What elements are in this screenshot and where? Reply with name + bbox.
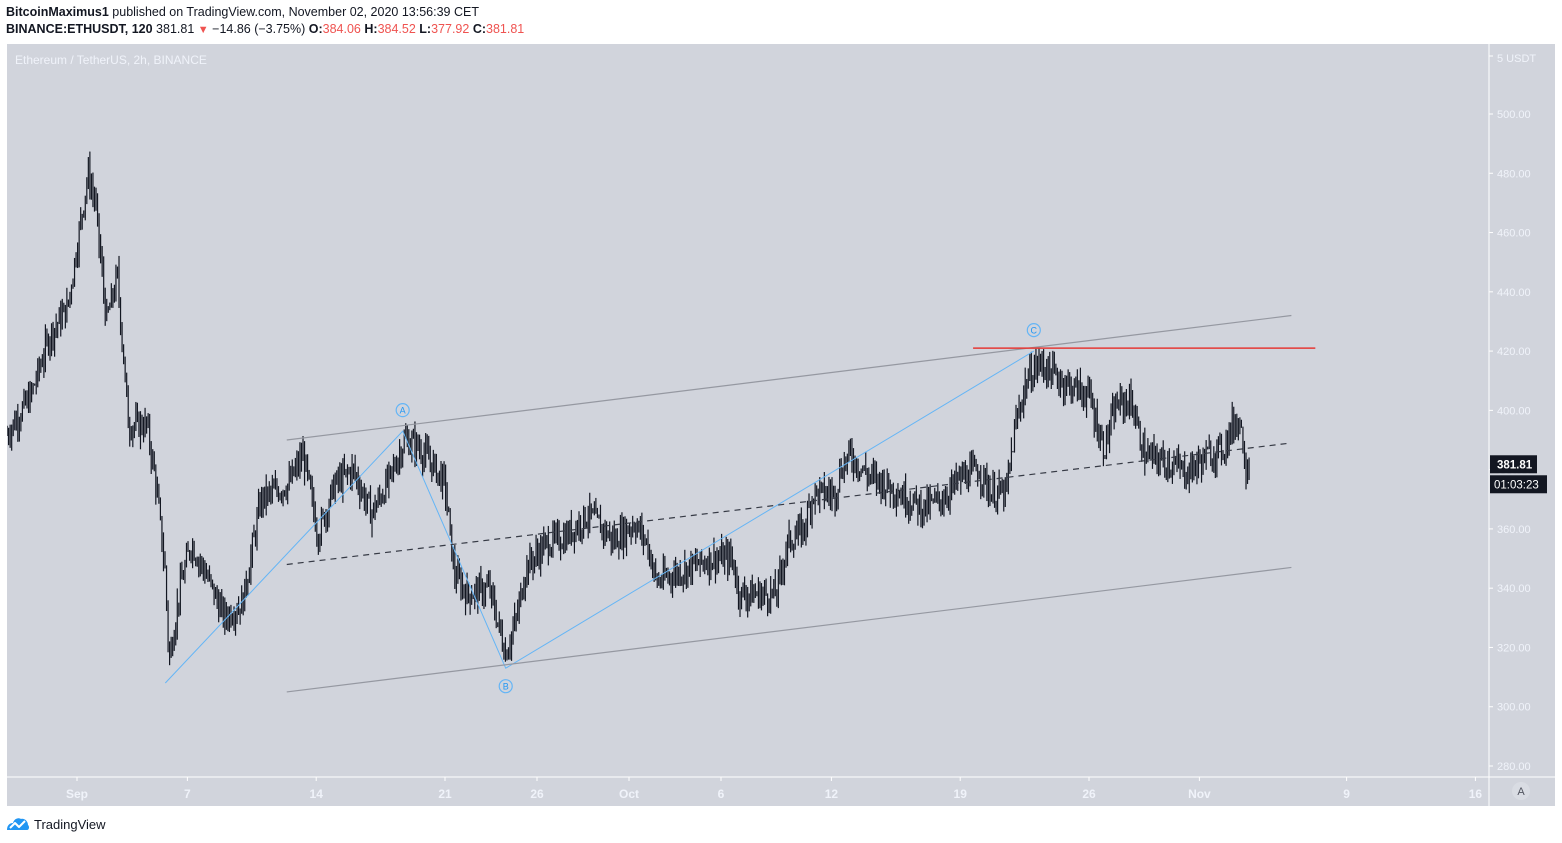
time-tick-label: 12 xyxy=(825,787,839,801)
price-tick-label: 360.00 xyxy=(1497,524,1531,536)
time-tick-label: 26 xyxy=(1082,787,1096,801)
symbol-label: BINANCE:ETHUSDT, 120 xyxy=(6,22,153,36)
footer-brand-label: TradingView xyxy=(34,816,106,832)
price-tick-label: 440.00 xyxy=(1497,287,1531,299)
auto-scale-label[interactable]: A xyxy=(1517,786,1525,798)
channel-midline[interactable] xyxy=(286,442,1292,566)
price-tick-label: 480.00 xyxy=(1497,168,1531,180)
time-tick-label: 9 xyxy=(1343,787,1350,801)
footer-brand[interactable]: TradingView xyxy=(6,816,106,832)
last-price-tag-label: 381.81 xyxy=(1497,459,1533,471)
auto-scale-button[interactable] xyxy=(1512,782,1530,800)
tradingview-logo-icon xyxy=(7,818,30,830)
time-tick-label: Sep xyxy=(66,787,88,801)
channel-lower-line[interactable] xyxy=(286,566,1292,693)
time-tick-label: Oct xyxy=(619,787,639,801)
time-tick-label: 6 xyxy=(718,787,725,801)
author-name[interactable]: BitcoinMaximus1 xyxy=(6,5,109,19)
wave-label-b[interactable]: B xyxy=(503,682,509,692)
candles xyxy=(7,151,1250,666)
publish-info: BitcoinMaximus1 published on TradingView… xyxy=(6,5,479,19)
price-change: −14.86 (−3.75%) xyxy=(212,22,306,36)
open-value: 384.06 xyxy=(322,22,361,36)
price-tick-label: 300.00 xyxy=(1497,702,1531,714)
currency-label: 5 USDT xyxy=(1497,53,1536,65)
time-tick-label: 21 xyxy=(438,787,452,801)
price-tick-label: 340.00 xyxy=(1497,583,1531,595)
channel-upper-line[interactable] xyxy=(286,314,1292,441)
price-tick-label: 460.00 xyxy=(1497,228,1531,240)
wave-label-c[interactable]: C xyxy=(1031,326,1038,336)
price-tick-label: 280.00 xyxy=(1497,761,1531,773)
price-tick-label: 400.00 xyxy=(1497,405,1531,417)
time-tick-label: 14 xyxy=(310,787,324,801)
price-chart[interactable]: 280.00300.00320.00340.00360.00380.00400.… xyxy=(7,44,1555,806)
high-label: H: xyxy=(364,22,378,36)
wave-label-a-circle[interactable] xyxy=(395,403,410,418)
price-tick-label: 320.00 xyxy=(1497,642,1531,654)
time-tick-label: 19 xyxy=(954,787,968,801)
open-label: O: xyxy=(308,22,323,36)
wave-label-c-circle[interactable] xyxy=(1026,323,1041,338)
chart-legend: Ethereum / TetherUS, 2h, BINANCE xyxy=(15,53,207,67)
last-price: 381.81 xyxy=(156,22,195,36)
high-value: 384.52 xyxy=(377,22,416,36)
time-tick-label: Nov xyxy=(1188,787,1211,801)
down-triangle-icon: ▼ xyxy=(197,24,209,36)
time-tick-label: 7 xyxy=(184,787,191,801)
low-label: L: xyxy=(419,22,432,36)
countdown-tag xyxy=(1490,475,1547,494)
symbol-info: BINANCE:ETHUSDT, 120 381.81 ▼ −14.86 (−3… xyxy=(6,22,524,36)
time-tick-label: 16 xyxy=(1469,787,1483,801)
price-tick-label: 500.00 xyxy=(1497,109,1531,121)
low-value: 377.92 xyxy=(431,22,470,36)
time-tick-label: 26 xyxy=(530,787,544,801)
chart-area[interactable]: 280.00300.00320.00340.00360.00380.00400.… xyxy=(7,44,1555,806)
wave-label-a[interactable]: A xyxy=(400,406,406,416)
close-value: 381.81 xyxy=(486,22,525,36)
price-tick-label: 420.00 xyxy=(1497,346,1531,358)
wave-label-b-circle[interactable] xyxy=(498,679,513,694)
last-price-tag xyxy=(1490,455,1537,474)
close-label: C: xyxy=(472,22,487,36)
countdown-tag-label: 01:03:23 xyxy=(1494,479,1539,491)
published-text: published on TradingView.com, November 0… xyxy=(112,5,479,19)
elliott-wave-path[interactable] xyxy=(164,350,1035,684)
